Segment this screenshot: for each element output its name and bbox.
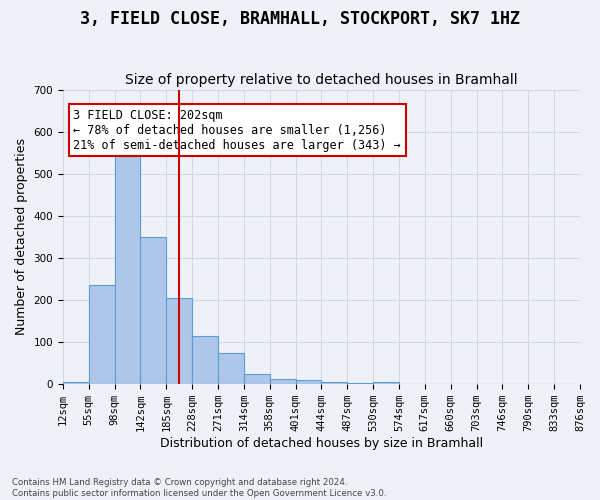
- Bar: [140, 237, 166, 384]
- Bar: [296, 380, 322, 384]
- Y-axis label: Number of detached properties: Number of detached properties: [15, 138, 28, 336]
- Bar: [192, 336, 218, 384]
- Bar: [218, 352, 244, 384]
- Bar: [63, 382, 89, 384]
- X-axis label: Distribution of detached houses by size in Bramhall: Distribution of detached houses by size …: [160, 437, 483, 450]
- Text: Contains HM Land Registry data © Crown copyright and database right 2024.
Contai: Contains HM Land Registry data © Crown c…: [12, 478, 386, 498]
- Bar: [89, 286, 115, 384]
- Bar: [166, 298, 192, 384]
- Bar: [347, 382, 373, 384]
- Bar: [270, 379, 296, 384]
- Bar: [322, 382, 347, 384]
- Title: Size of property relative to detached houses in Bramhall: Size of property relative to detached ho…: [125, 73, 518, 87]
- Bar: [244, 374, 270, 384]
- Text: 3 FIELD CLOSE: 202sqm
← 78% of detached houses are smaller (1,256)
21% of semi-d: 3 FIELD CLOSE: 202sqm ← 78% of detached …: [73, 108, 401, 152]
- Bar: [115, 140, 140, 384]
- Bar: [373, 382, 399, 384]
- Text: 3, FIELD CLOSE, BRAMHALL, STOCKPORT, SK7 1HZ: 3, FIELD CLOSE, BRAMHALL, STOCKPORT, SK7…: [80, 10, 520, 28]
